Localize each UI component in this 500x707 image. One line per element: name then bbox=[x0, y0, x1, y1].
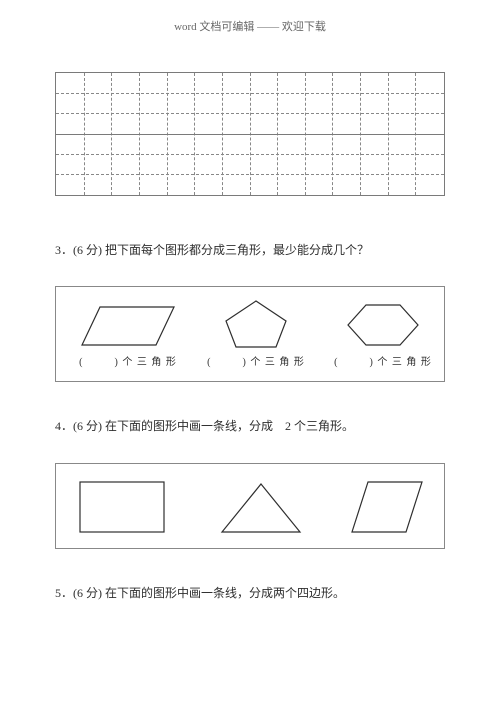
parallelogram-icon bbox=[78, 299, 178, 353]
question-4: 4．(6 分) 在下面的图形中画一条线，分成 2 个三角形。 bbox=[55, 416, 445, 436]
parallelogram-right-icon bbox=[348, 478, 426, 536]
q3-shape-1: ( ) 个 三 角 形 bbox=[68, 299, 188, 368]
grid-solid-mid bbox=[56, 134, 444, 135]
grid-hline bbox=[56, 93, 444, 94]
grid-hline bbox=[56, 113, 444, 114]
q3-shape-2: ( ) 个 三 角 形 bbox=[206, 295, 306, 368]
caption-post: ) 个 三 角 形 bbox=[370, 357, 432, 368]
grid-hline bbox=[56, 154, 444, 155]
pentagon-icon bbox=[216, 295, 296, 353]
rectangle-icon bbox=[76, 478, 168, 536]
q3-caption-1: ( ) 个 三 角 形 bbox=[68, 353, 188, 368]
hexagon-icon bbox=[340, 297, 426, 353]
caption-pre: ( bbox=[207, 357, 211, 368]
grid-box bbox=[55, 72, 445, 196]
q4-shapes-box bbox=[55, 463, 445, 549]
q3-shapes-box: ( ) 个 三 角 形 ( ) 个 三 角 形 ( ) 个 bbox=[55, 286, 445, 382]
q3-caption-2: ( ) 个 三 角 形 bbox=[206, 353, 306, 368]
grid-hline bbox=[56, 174, 444, 175]
caption-pre: ( bbox=[334, 357, 338, 368]
page: word 文档可编辑 —— 欢迎下载 3．(6 分) 把下面每个图形都分成三角形… bbox=[0, 0, 500, 707]
caption-post: ) 个 三 角 形 bbox=[115, 357, 177, 368]
q4-shape-1 bbox=[76, 478, 168, 536]
q3-caption-3: ( ) 个 三 角 形 bbox=[328, 353, 438, 368]
question-3: 3．(6 分) 把下面每个图形都分成三角形，最少能分成几个？ bbox=[55, 240, 445, 260]
page-header: word 文档可编辑 —— 欢迎下载 bbox=[55, 18, 445, 34]
caption-post: ) 个 三 角 形 bbox=[243, 357, 305, 368]
question-5: 5．(6 分) 在下面的图形中画一条线，分成两个四边形。 bbox=[55, 583, 445, 603]
q4-shape-2 bbox=[216, 478, 306, 536]
q3-shape-3: ( ) 个 三 角 形 bbox=[328, 297, 438, 368]
triangle-icon bbox=[216, 478, 306, 536]
caption-pre: ( bbox=[79, 357, 83, 368]
q4-shape-3 bbox=[348, 478, 426, 536]
